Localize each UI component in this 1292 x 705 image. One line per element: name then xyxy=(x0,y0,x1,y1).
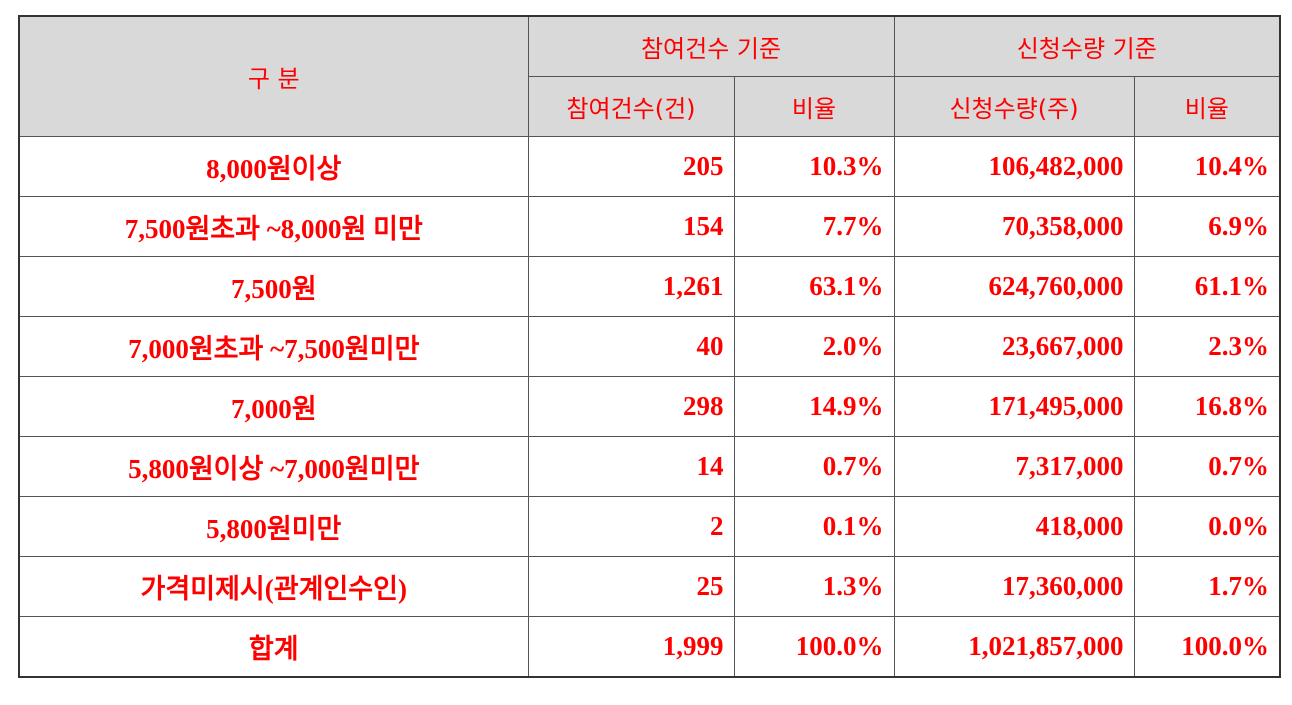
row-count-ratio: 7.7% xyxy=(733,196,895,257)
row-category: 7,000원 xyxy=(18,376,529,437)
row-qty-ratio: 10.4% xyxy=(1133,136,1281,197)
table-row: 7,000원초과 ~7,500원미만 40 2.0% 23,667,000 2.… xyxy=(18,316,1281,377)
row-qty-ratio: 16.8% xyxy=(1133,376,1281,437)
header-row-group: 구 분 참여건수 기준 신청수량 기준 xyxy=(18,15,1281,137)
row-count-ratio: 1.3% xyxy=(733,556,895,617)
row-qty: 7,317,000 xyxy=(893,436,1135,497)
row-category: 5,800원미만 xyxy=(18,496,529,557)
header-category: 구 분 xyxy=(18,15,529,137)
table-row: 가격미제시(관계인수인) 25 1.3% 17,360,000 1.7% xyxy=(18,556,1281,617)
row-count-ratio: 0.7% xyxy=(733,436,895,497)
row-qty-ratio: 0.0% xyxy=(1133,496,1281,557)
row-qty: 624,760,000 xyxy=(893,256,1135,317)
header-group-qty: 신청수량 기준 xyxy=(893,15,1281,77)
table-body: 8,000원이상 205 10.3% 106,482,000 10.4% 7,5… xyxy=(18,136,1281,678)
row-qty-ratio: 2.3% xyxy=(1133,316,1281,377)
total-count: 1,999 xyxy=(527,616,735,678)
header-qty: 신청수량(주) xyxy=(893,76,1135,137)
table-row: 8,000원이상 205 10.3% 106,482,000 10.4% xyxy=(18,136,1281,197)
row-qty-ratio: 61.1% xyxy=(1133,256,1281,317)
total-category: 합계 xyxy=(18,616,529,678)
row-qty: 171,495,000 xyxy=(893,376,1135,437)
table-header: 구 분 참여건수 기준 신청수량 기준 참여건수(건) 비율 신청수량(주) 비… xyxy=(18,15,1281,137)
row-category: 8,000원이상 xyxy=(18,136,529,197)
row-qty-ratio: 1.7% xyxy=(1133,556,1281,617)
row-category: 7,500원 xyxy=(18,256,529,317)
table-row: 7,500원초과 ~8,000원 미만 154 7.7% 70,358,000 … xyxy=(18,196,1281,257)
header-count-ratio: 비율 xyxy=(733,76,895,137)
demand-forecast-table: 구 분 참여건수 기준 신청수량 기준 참여건수(건) 비율 신청수량(주) 비… xyxy=(18,15,1282,678)
table-row: 7,500원 1,261 63.1% 624,760,000 61.1% xyxy=(18,256,1281,317)
row-count: 205 xyxy=(527,136,735,197)
total-row: 합계 1,999 100.0% 1,021,857,000 100.0% xyxy=(18,616,1281,678)
row-count: 1,261 xyxy=(527,256,735,317)
total-count-ratio: 100.0% xyxy=(733,616,895,678)
row-qty: 23,667,000 xyxy=(893,316,1135,377)
header-count: 참여건수(건) xyxy=(527,76,735,137)
row-count: 14 xyxy=(527,436,735,497)
row-qty-ratio: 6.9% xyxy=(1133,196,1281,257)
row-count: 2 xyxy=(527,496,735,557)
header-group-count: 참여건수 기준 xyxy=(527,15,895,77)
row-count: 25 xyxy=(527,556,735,617)
row-category: 7,500원초과 ~8,000원 미만 xyxy=(18,196,529,257)
row-count-ratio: 10.3% xyxy=(733,136,895,197)
row-count-ratio: 14.9% xyxy=(733,376,895,437)
row-count: 298 xyxy=(527,376,735,437)
table-row: 5,800원미만 2 0.1% 418,000 0.0% xyxy=(18,496,1281,557)
total-qty-ratio: 100.0% xyxy=(1133,616,1281,678)
row-qty: 70,358,000 xyxy=(893,196,1135,257)
row-count-ratio: 2.0% xyxy=(733,316,895,377)
row-category: 7,000원초과 ~7,500원미만 xyxy=(18,316,529,377)
row-qty-ratio: 0.7% xyxy=(1133,436,1281,497)
table-row: 7,000원 298 14.9% 171,495,000 16.8% xyxy=(18,376,1281,437)
table-row: 5,800원이상 ~7,000원미만 14 0.7% 7,317,000 0.7… xyxy=(18,436,1281,497)
row-count-ratio: 63.1% xyxy=(733,256,895,317)
row-qty: 17,360,000 xyxy=(893,556,1135,617)
row-category: 5,800원이상 ~7,000원미만 xyxy=(18,436,529,497)
row-category: 가격미제시(관계인수인) xyxy=(18,556,529,617)
header-qty-ratio: 비율 xyxy=(1133,76,1281,137)
total-qty: 1,021,857,000 xyxy=(893,616,1135,678)
header-row-columns: 참여건수(건) 비율 신청수량(주) 비율 xyxy=(19,76,1281,137)
row-count-ratio: 0.1% xyxy=(733,496,895,557)
row-count: 154 xyxy=(527,196,735,257)
row-qty: 418,000 xyxy=(893,496,1135,557)
row-qty: 106,482,000 xyxy=(893,136,1135,197)
row-count: 40 xyxy=(527,316,735,377)
demand-table-container: 구 분 참여건수 기준 신청수량 기준 참여건수(건) 비율 신청수량(주) 비… xyxy=(18,15,1282,678)
